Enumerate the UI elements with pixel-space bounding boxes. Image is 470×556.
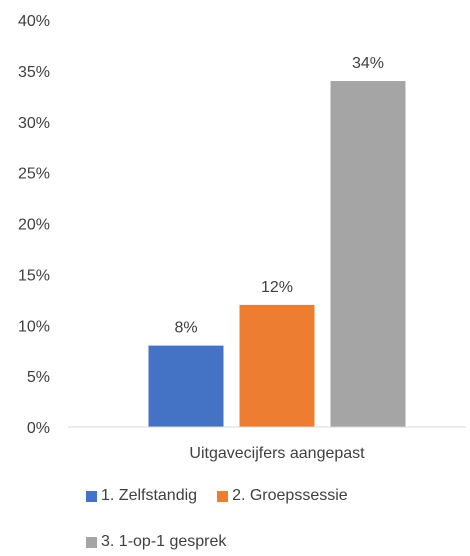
y-tick-label: 25%	[18, 166, 50, 183]
bar	[148, 345, 224, 427]
bar	[330, 81, 406, 428]
bar-data-label: 12%	[261, 279, 293, 296]
bars	[148, 81, 406, 428]
y-tick-label: 0%	[27, 420, 50, 437]
legend-swatch-groepssessie	[217, 490, 229, 502]
bar-data-label: 8%	[174, 320, 197, 337]
y-tick-label: 30%	[18, 115, 50, 132]
legend-item-groepssessie: 2. Groepssessie	[217, 487, 348, 505]
legend-item-zelfstandig: 1. Zelfstandig	[86, 487, 197, 505]
legend-label-groepssessie: 2. Groepssessie	[232, 487, 348, 504]
legend-swatch-zelfstandig	[86, 490, 97, 502]
bar	[239, 304, 315, 427]
y-tick-label: 20%	[18, 217, 50, 234]
legend-item-1op1: 3. 1-op-1 gesprek	[86, 533, 226, 551]
x-category-label: Uitgavecijfers aangepast	[189, 445, 365, 462]
legend-label-zelfstandig: 1. Zelfstandig	[101, 487, 198, 504]
legend-row-2: 3. 1-op-1 gesprek	[86, 533, 246, 551]
y-tick-label: 10%	[18, 318, 50, 335]
legend-label-1op1: 3. 1-op-1 gesprek	[101, 533, 227, 550]
y-tick-label: 35%	[18, 64, 50, 81]
y-axis-ticks: 0% 5% 10% 15% 20% 25% 30% 35% 40%	[18, 13, 50, 437]
bar-data-label: 34%	[352, 55, 384, 72]
legend-row-1: 1. Zelfstandig 2. Groepssessie	[86, 487, 368, 505]
bar-data-labels: 8% 12% 34%	[174, 55, 384, 337]
y-tick-label: 5%	[27, 369, 50, 386]
legend-swatch-1op1	[86, 536, 97, 548]
y-tick-label: 15%	[18, 267, 50, 284]
y-tick-label: 40%	[18, 13, 50, 30]
